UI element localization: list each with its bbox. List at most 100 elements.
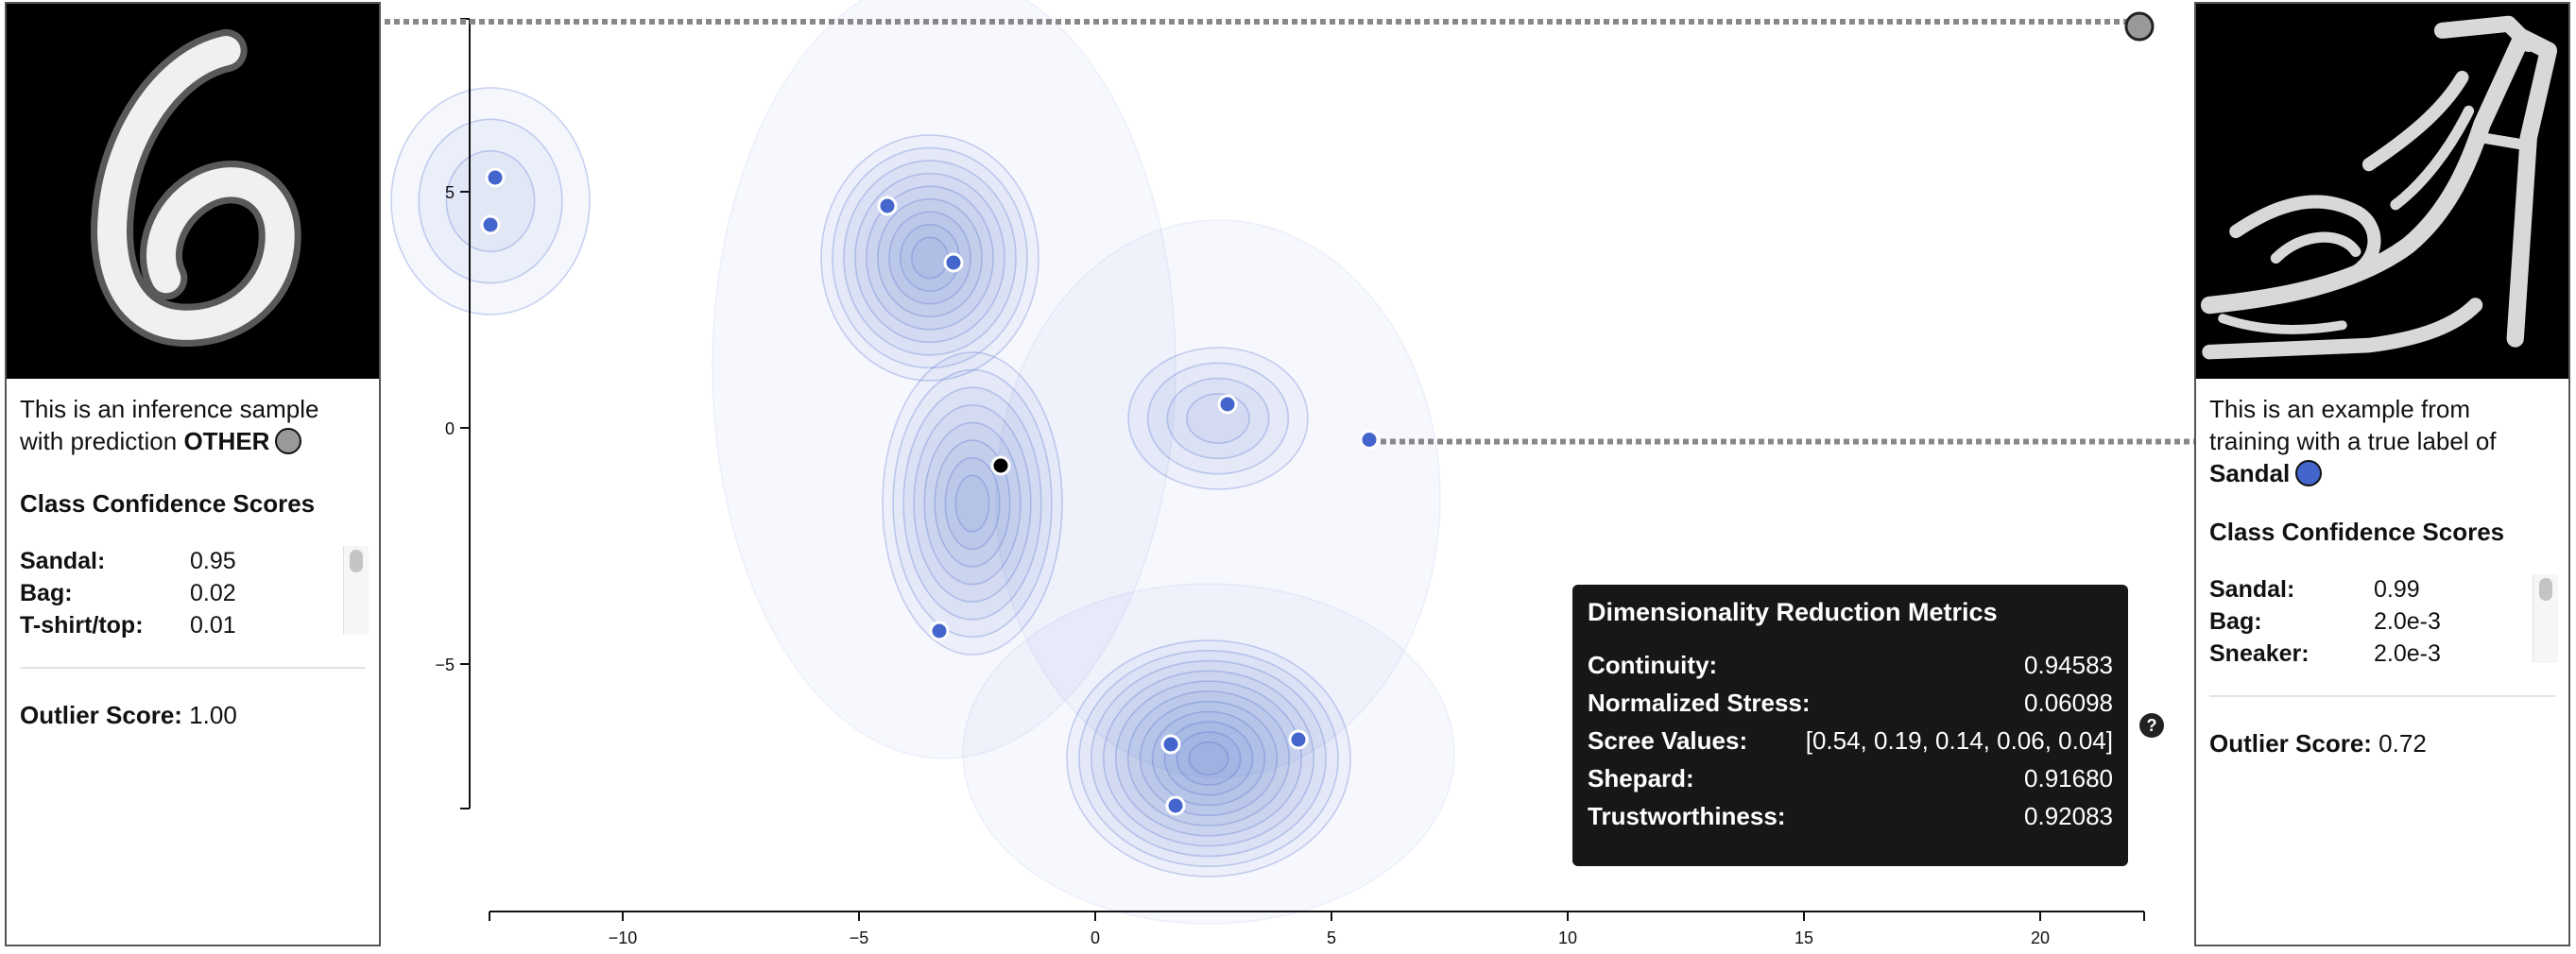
x-tick-label: 5 <box>1327 928 1336 947</box>
score-label: Bag: <box>2209 608 2262 635</box>
metric-value: 0.91680 <box>2024 764 2113 792</box>
score-label: Sandal: <box>20 548 106 574</box>
density-level <box>712 0 1176 759</box>
true-label: Sandal <box>2209 459 2291 487</box>
density-level <box>866 185 994 331</box>
metric-label: Scree Values: <box>1588 726 1748 755</box>
x-tick-label: 10 <box>1558 928 1577 947</box>
density-level <box>1176 731 1242 786</box>
metric-value: 0.06098 <box>2024 689 2113 717</box>
density-level <box>390 87 591 315</box>
data-point[interactable] <box>929 621 950 641</box>
data-point[interactable] <box>1359 430 1380 450</box>
density-level <box>1091 659 1327 858</box>
data-point[interactable] <box>1288 729 1309 750</box>
score-row: Sneaker: 2.0e-3 <box>2209 640 2550 669</box>
help-icon[interactable]: ? <box>2139 713 2164 738</box>
score-value: 0.99 <box>2374 576 2420 603</box>
density-level <box>934 439 1011 568</box>
density-level <box>1151 710 1266 807</box>
metric-label: Trustworthiness: <box>1588 802 1786 830</box>
metric-row: Shepard: 0.91680 <box>1588 764 2113 798</box>
training-example-panel: This is an example from training with a … <box>2194 2 2570 946</box>
metrics-title: Dimensionality Reduction Metrics <box>1588 598 1998 626</box>
score-value: 2.0e-3 <box>2374 640 2441 667</box>
y-tick-label: 5 <box>445 183 455 202</box>
density-level <box>1139 700 1279 817</box>
scores-scrollbar[interactable] <box>343 546 369 635</box>
density-level <box>877 197 983 318</box>
density-level <box>995 219 1441 778</box>
metric-label: Shepard: <box>1588 764 1694 792</box>
inference-description: This is an inference sample with predict… <box>20 395 319 455</box>
data-point[interactable] <box>1160 734 1181 755</box>
density-level <box>954 474 990 533</box>
true-label-color-dot <box>2295 460 2323 486</box>
inference-sample-panel: This is an inference sample with predict… <box>5 2 381 946</box>
density-level <box>445 149 536 253</box>
data-points[interactable] <box>480 11 2155 816</box>
score-value: 2.0e-3 <box>2374 608 2441 635</box>
density-level <box>1078 649 1339 868</box>
density-contours <box>390 0 1455 925</box>
metric-row: Trustworthiness: 0.92083 <box>1588 802 2113 836</box>
density-level <box>882 351 1063 656</box>
scrollbar-thumb[interactable] <box>2539 578 2552 601</box>
confidence-scores-list: Sandal: 0.99 Bag: 2.0e-3 Sneaker: 2.0e-3 <box>2209 576 2550 669</box>
x-tick-label: −10 <box>609 928 638 947</box>
digit-six-image <box>7 4 379 379</box>
density-level <box>892 368 1053 639</box>
confidence-scores-list: Sandal: 0.95 Bag: 0.02 T-shirt/top: 0.01 <box>20 548 360 640</box>
score-label: T-shirt/top: <box>20 612 144 639</box>
data-point[interactable] <box>1217 394 1238 415</box>
density-level <box>1186 393 1250 444</box>
density-level <box>888 211 971 305</box>
score-row: Sandal: 0.95 <box>20 548 360 580</box>
scrollbar-thumb[interactable] <box>350 550 363 572</box>
score-value: 0.01 <box>190 612 236 639</box>
prediction-label: OTHER <box>183 427 270 455</box>
density-level <box>944 456 1001 551</box>
scores-scrollbar[interactable] <box>2533 574 2558 663</box>
scores-heading: Class Confidence Scores <box>20 489 316 518</box>
dimensionality-reduction-metrics: Dimensionality Reduction Metrics Continu… <box>1572 585 2128 866</box>
divider <box>20 667 366 669</box>
outlier-score: Outlier Score: 1.00 <box>20 701 237 729</box>
density-level <box>1126 690 1291 826</box>
density-level <box>1066 639 1351 877</box>
metric-value: 0.92083 <box>2024 802 2113 830</box>
density-level <box>418 118 563 284</box>
sandal-image <box>2196 4 2568 379</box>
data-point[interactable] <box>485 167 506 188</box>
density-level <box>1163 721 1254 796</box>
plot-axes: 5 0 −5 −10 −5 0 5 10 15 20 <box>435 18 2145 947</box>
outlier-score: Outlier Score: 0.72 <box>2209 729 2427 758</box>
score-value: 0.95 <box>190 548 236 574</box>
score-label: Sandal: <box>2209 576 2295 603</box>
scores-heading: Class Confidence Scores <box>2209 518 2505 546</box>
density-level <box>902 386 1042 621</box>
data-point[interactable] <box>877 196 898 216</box>
metric-value: [0.54, 0.19, 0.14, 0.06, 0.04] <box>1805 726 2113 755</box>
score-row: Sandal: 0.99 <box>2209 576 2550 608</box>
data-point[interactable] <box>943 252 964 273</box>
density-level <box>1188 741 1229 776</box>
density-level <box>962 583 1455 925</box>
metric-label: Continuity: <box>1588 651 1718 679</box>
density-level <box>913 404 1032 603</box>
training-image <box>2196 4 2568 379</box>
x-tick-label: 20 <box>2031 928 2050 947</box>
score-value: 0.02 <box>190 580 236 606</box>
density-level <box>1127 347 1309 490</box>
data-point[interactable] <box>1165 795 1186 816</box>
density-level <box>1102 670 1315 847</box>
score-row: Bag: 0.02 <box>20 580 360 612</box>
selected-point[interactable] <box>990 455 1011 476</box>
y-tick-label: 0 <box>445 419 455 438</box>
score-row: Bag: 2.0e-3 <box>2209 608 2550 640</box>
score-row: T-shirt/top: 0.01 <box>20 612 360 640</box>
metric-label: Normalized Stress: <box>1588 689 1811 717</box>
inference-marker[interactable] <box>2124 11 2155 42</box>
data-point[interactable] <box>480 214 501 235</box>
